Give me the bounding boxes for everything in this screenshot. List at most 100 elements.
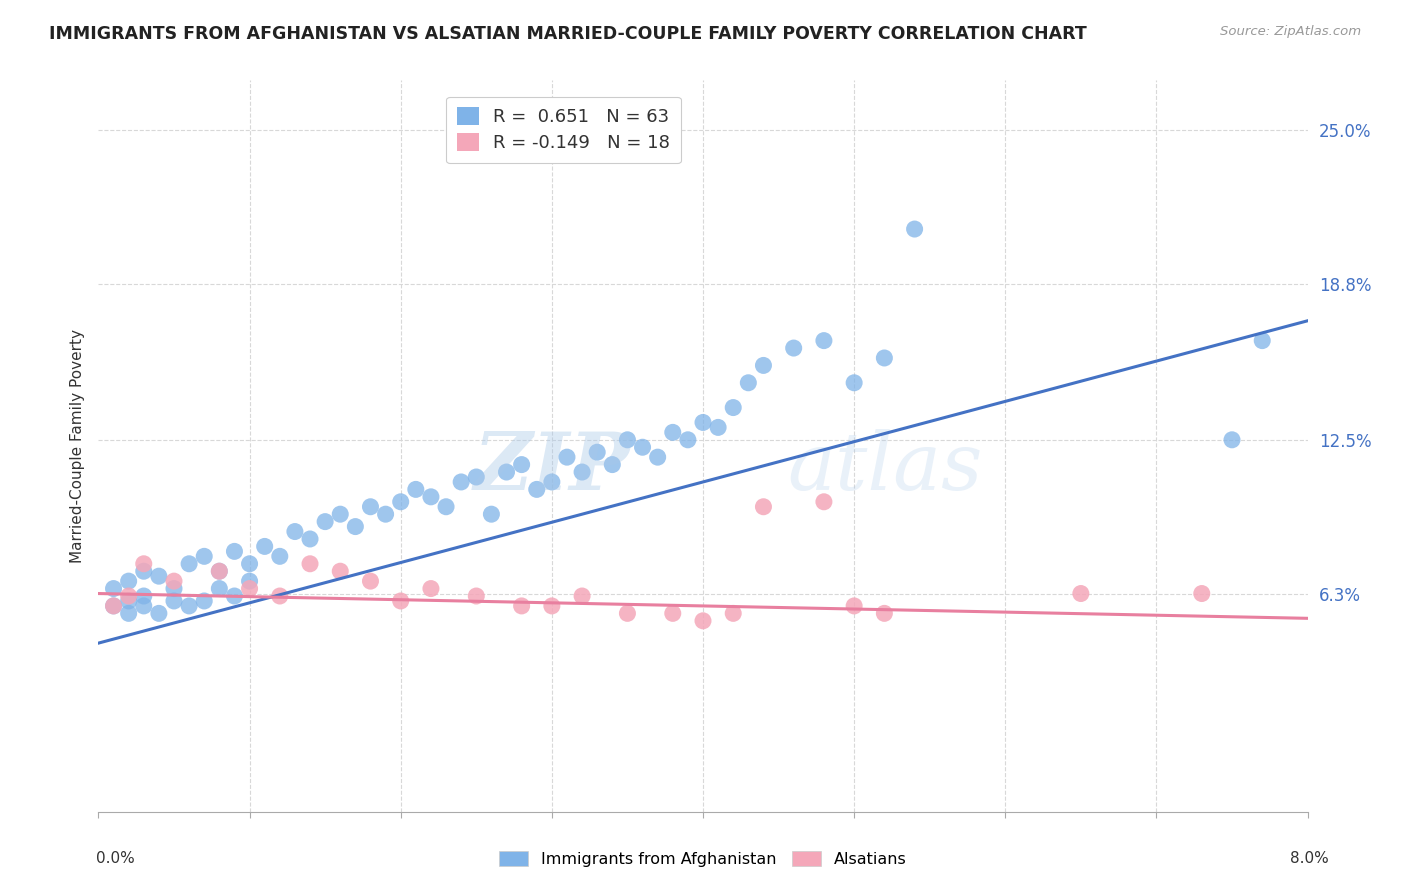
Point <box>344 519 367 533</box>
Point <box>284 524 307 539</box>
Point <box>783 341 806 355</box>
Point <box>224 589 246 603</box>
Point <box>179 557 201 571</box>
Point <box>1191 586 1213 600</box>
Text: IMMIGRANTS FROM AFGHANISTAN VS ALSATIAN MARRIED-COUPLE FAMILY POVERTY CORRELATIO: IMMIGRANTS FROM AFGHANISTAN VS ALSATIAN … <box>49 25 1087 43</box>
Point <box>707 420 730 434</box>
Point <box>269 589 291 603</box>
Point <box>208 582 231 596</box>
Point <box>118 574 141 588</box>
Point <box>434 500 457 514</box>
Point <box>692 416 714 430</box>
Point <box>420 490 443 504</box>
Point <box>571 589 593 603</box>
Point <box>1341 639 1364 653</box>
Point <box>103 582 125 596</box>
Point <box>586 445 609 459</box>
Point <box>676 433 699 447</box>
Point <box>193 594 215 608</box>
Point <box>526 483 548 497</box>
Point <box>239 582 262 596</box>
Text: 8.0%: 8.0% <box>1289 852 1329 866</box>
Point <box>118 589 141 603</box>
Point <box>239 557 262 571</box>
Point <box>224 544 246 558</box>
Point <box>163 594 186 608</box>
Point <box>555 450 578 465</box>
Point <box>661 607 683 621</box>
Point <box>163 574 186 588</box>
Point <box>723 607 745 621</box>
Point <box>163 582 186 596</box>
Text: ZIP: ZIP <box>474 429 630 507</box>
Point <box>148 569 170 583</box>
Point <box>193 549 215 564</box>
Point <box>299 557 322 571</box>
Point <box>510 599 533 613</box>
Point <box>360 574 382 588</box>
Point <box>389 495 412 509</box>
Point <box>132 589 155 603</box>
Point <box>602 458 624 472</box>
Text: atlas: atlas <box>787 429 983 507</box>
Point <box>510 458 533 472</box>
Point <box>465 589 488 603</box>
Point <box>374 507 396 521</box>
Point <box>208 564 231 578</box>
Point <box>723 401 745 415</box>
Point <box>269 549 291 564</box>
Point <box>208 564 231 578</box>
Point <box>360 500 382 514</box>
Point <box>329 507 352 521</box>
Point <box>118 607 141 621</box>
Point <box>148 607 170 621</box>
Point <box>299 532 322 546</box>
Point <box>1070 586 1092 600</box>
Point <box>314 515 336 529</box>
Point <box>1251 334 1274 348</box>
Point <box>904 222 927 236</box>
Point <box>118 594 141 608</box>
Point <box>495 465 517 479</box>
Point <box>813 495 835 509</box>
Point <box>752 500 775 514</box>
Point <box>873 607 896 621</box>
Point <box>132 599 155 613</box>
Point <box>752 359 775 373</box>
Point <box>465 470 488 484</box>
Point <box>253 540 276 554</box>
Point <box>616 607 638 621</box>
Point <box>661 425 683 440</box>
Point <box>132 557 155 571</box>
Point <box>420 582 443 596</box>
Point <box>132 564 155 578</box>
Y-axis label: Married-Couple Family Poverty: Married-Couple Family Poverty <box>69 329 84 563</box>
Point <box>616 433 638 447</box>
Point <box>450 475 472 489</box>
Point <box>813 334 835 348</box>
Point <box>179 599 201 613</box>
Point <box>844 599 866 613</box>
Legend: Immigrants from Afghanistan, Alsatians: Immigrants from Afghanistan, Alsatians <box>494 845 912 873</box>
Point <box>540 475 562 489</box>
Point <box>103 599 125 613</box>
Point <box>571 465 593 479</box>
Point <box>389 594 412 608</box>
Point <box>540 599 562 613</box>
Point <box>873 351 896 365</box>
Text: Source: ZipAtlas.com: Source: ZipAtlas.com <box>1220 25 1361 38</box>
Point <box>103 599 125 613</box>
Point <box>647 450 669 465</box>
Point <box>737 376 759 390</box>
Text: 0.0%: 0.0% <box>96 852 135 866</box>
Point <box>631 440 654 454</box>
Legend: R =  0.651   N = 63, R = -0.149   N = 18: R = 0.651 N = 63, R = -0.149 N = 18 <box>446 96 681 163</box>
Point <box>1220 433 1243 447</box>
Point <box>405 483 427 497</box>
Point <box>481 507 503 521</box>
Point <box>239 574 262 588</box>
Point <box>1372 594 1395 608</box>
Point <box>844 376 866 390</box>
Point <box>329 564 352 578</box>
Point <box>692 614 714 628</box>
